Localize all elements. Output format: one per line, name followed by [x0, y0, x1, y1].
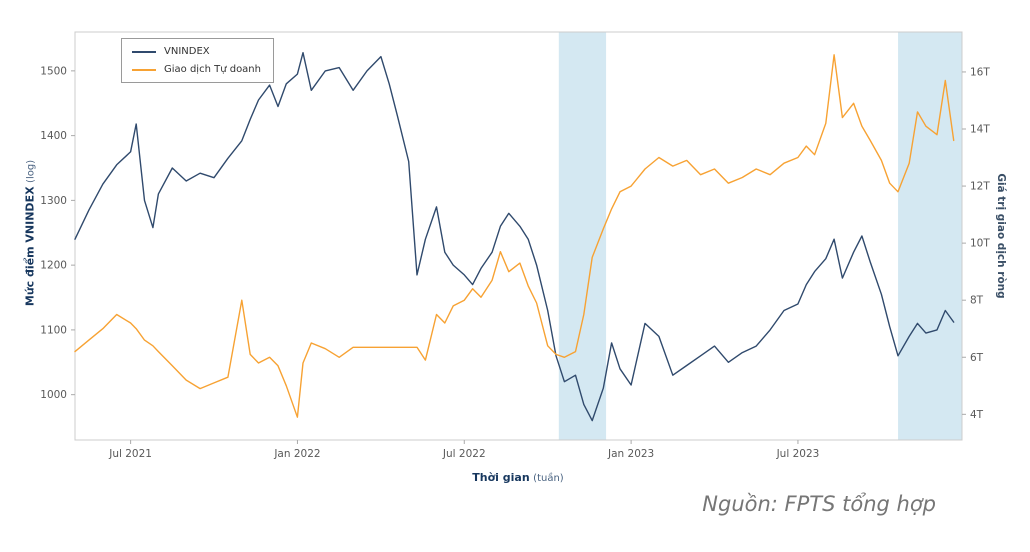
svg-text:1300: 1300: [40, 195, 67, 207]
svg-text:Jan 2023: Jan 2023: [607, 448, 654, 460]
svg-text:16T: 16T: [970, 66, 990, 78]
svg-text:1000: 1000: [40, 389, 67, 401]
x-label-text: Thời gian: [472, 471, 530, 484]
source-caption: Nguồn: FPTS tổng hợp: [702, 492, 936, 516]
y-axis-label-right: Giá trị giao dịch ròng: [995, 173, 1007, 298]
legend-item-tudoanh: Giao dịch Tự doanh: [132, 64, 261, 75]
y-right-label-text: Giá trị giao dịch ròng: [995, 173, 1007, 299]
svg-text:8T: 8T: [970, 295, 984, 307]
x-axis-label: Thời gian (tuần): [472, 471, 563, 484]
svg-text:Jul 2022: Jul 2022: [442, 448, 486, 460]
svg-text:14T: 14T: [970, 124, 990, 136]
svg-text:4T: 4T: [970, 409, 984, 421]
tudoanh-line-swatch: [132, 68, 156, 71]
y-left-label-text: Mức điểm VNINDEX: [23, 186, 37, 307]
legend-item-vnindex: VNINDEX: [132, 46, 261, 57]
svg-text:Jan 2022: Jan 2022: [273, 448, 320, 460]
svg-text:1400: 1400: [40, 130, 67, 142]
svg-text:1200: 1200: [40, 260, 67, 272]
svg-text:12T: 12T: [970, 181, 990, 193]
x-label-sub: (tuần): [533, 473, 564, 484]
svg-text:1500: 1500: [40, 65, 67, 77]
svg-text:10T: 10T: [970, 238, 990, 250]
y-axis-label-left: Mức điểm VNINDEX (log): [24, 160, 37, 306]
vnindex-line-swatch: [132, 50, 156, 53]
y-left-label-sub: (log): [25, 159, 37, 183]
svg-text:Jul 2021: Jul 2021: [108, 448, 152, 460]
legend-label-tudoanh: Giao dịch Tự doanh: [164, 64, 261, 75]
svg-text:1100: 1100: [40, 324, 67, 336]
svg-text:6T: 6T: [970, 352, 984, 364]
svg-text:Jul 2023: Jul 2023: [776, 448, 820, 460]
legend-label-vnindex: VNINDEX: [164, 46, 210, 57]
chart-legend: VNINDEX Giao dịch Tự doanh: [121, 38, 274, 83]
